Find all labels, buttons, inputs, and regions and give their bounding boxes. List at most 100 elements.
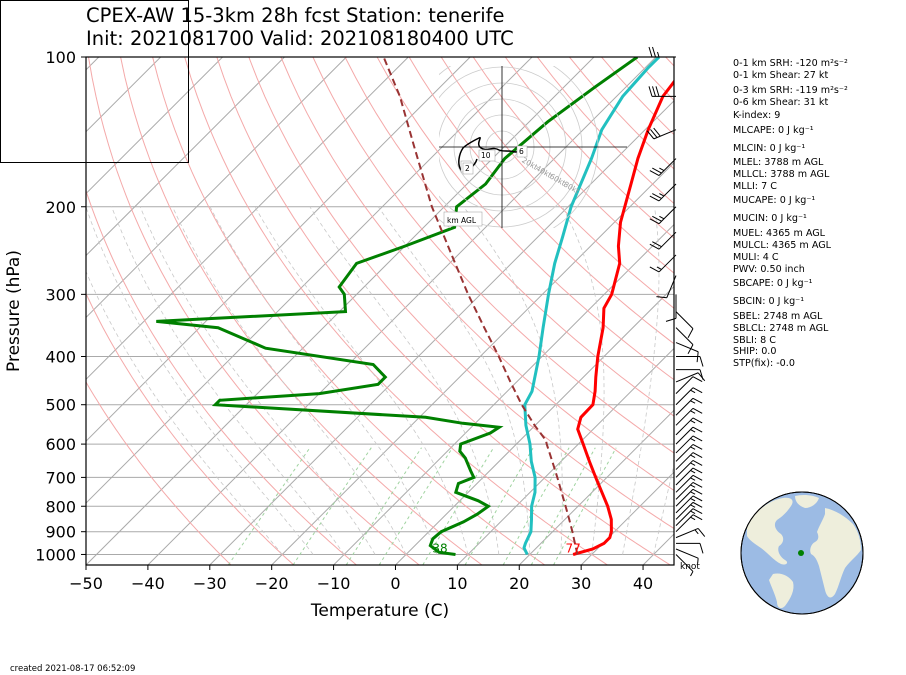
moist-adiabat-line [86,270,283,555]
hodograph-frame [0,0,189,163]
mixing-ratio-line [345,447,422,565]
isotherm-line [86,57,285,257]
wind-barb [676,356,704,367]
moist-adiabat-line [622,206,660,555]
x-tick-label: −50 [69,574,103,593]
hodograph-units-label: km AGL [447,216,477,225]
index-line: SBCIN: 0 J kg⁻¹ [733,296,805,307]
y-tick-label: 800 [45,497,76,516]
index-line: 0-1 km Shear: 27 kt [733,70,829,81]
wind-barb [675,508,703,526]
wind-barb [648,46,676,58]
wind-barb [656,275,677,299]
profile-line-0 [572,79,674,556]
hodograph: 20kt40kt60kt80kt12610km AGL [439,66,627,228]
index-line: MLLI: 7 C [733,181,777,192]
x-tick-label: −20 [255,574,289,593]
x-tick-label: 20 [509,574,529,593]
wind-barb [646,127,677,140]
surface-value-label: 77 [565,541,580,555]
profile-line-3 [382,57,579,555]
moist-adiabat-line [139,206,376,555]
y-tick-label: 200 [45,198,76,217]
wind-barb [649,254,677,273]
isotherm-line [86,57,223,195]
wind-barb [675,372,706,383]
wind-barb [675,474,703,493]
dry-adiabat-line [376,57,674,381]
wind-barb [675,426,703,445]
globe-land-greenland [795,494,819,508]
wind-barb [675,495,703,514]
index-line: MLCAPE: 0 J kg⁻¹ [733,125,814,136]
isotherm-line [395,285,674,565]
wind-barb [649,158,677,176]
station-marker [798,550,804,556]
wind-barb [649,231,677,250]
hodograph-height-label: 2 [465,164,470,173]
isotherm-line [457,347,674,565]
x-tick-label: 0 [390,574,400,593]
wind-barb [665,294,677,322]
index-line: MUCAPE: 0 J kg⁻¹ [733,195,816,206]
index-line: MUCIN: 0 J kg⁻¹ [733,213,807,224]
index-line: K-index: 9 [733,110,781,121]
dry-adiabat-line [184,57,608,565]
dry-adiabat-line [280,57,674,492]
moist-adiabat-line [377,206,531,555]
dry-adiabat-line [408,57,674,345]
index-line: SBLI: 8 C [733,335,776,346]
plot-area [86,57,674,565]
isotherm-line [86,57,533,504]
wind-barb [675,527,706,539]
y-tick-label: 1000 [35,545,76,564]
wind-barb [675,514,703,533]
y-tick-label: 100 [45,48,76,67]
index-line: SBCAPE: 0 J kg⁻¹ [733,278,813,289]
index-line: PWV: 0.50 inch [733,264,805,275]
dry-adiabat-line [86,292,295,565]
moist-adiabat-line [254,206,469,555]
y-tick-label: 400 [45,348,76,367]
dry-adiabat-line [120,57,483,565]
y-tick-label: 300 [45,285,76,304]
y-axis-label: Pressure (hPa) [4,250,24,372]
moist-adiabat-line [172,206,407,555]
wind-barb [675,376,703,394]
wind-barb [675,387,703,406]
mixing-ratio-line [378,447,453,565]
created-timestamp: created 2021-08-17 06:52:09 [10,664,136,674]
wind-barb [648,86,676,97]
isotherm-line [86,57,347,319]
chart-title-line1: CPEX-AW 15-3km 28h fcst Station: tenerif… [86,4,505,27]
moist-adiabat-line [309,206,500,555]
index-line: MULCL: 4365 m AGL [733,240,832,251]
isotherm-line [147,57,657,565]
y-tick-label: 700 [45,468,76,487]
dry-adiabat-line [472,57,674,274]
index-line: MLEL: 3788 m AGL [733,157,824,168]
mixing-ratio-line [227,447,311,565]
wind-barb [675,501,703,520]
index-line: 0-3 km SRH: -119 m²s⁻² [733,85,848,96]
index-line: SHIP: 0.0 [733,346,777,357]
globe-land-north-america [747,497,793,565]
moist-adiabat-line [562,206,605,555]
chart-title-line2: Init: 2021081700 Valid: 202108180400 UTC [86,27,514,50]
hodograph-height-label: 10 [481,151,491,160]
x-tick-label: 10 [447,574,467,593]
dry-adiabat-line [312,57,674,454]
index-line: STP(fix): -0.0 [733,358,795,369]
index-line: 0-6 km Shear: 31 kt [733,97,829,108]
x-tick-label: 40 [633,574,653,593]
dry-adiabat-line [152,57,545,565]
dry-adiabat-line [344,57,674,417]
plot-frame [85,56,675,566]
index-line: MULI: 4 C [733,252,779,263]
index-line: MLCIN: 0 J kg⁻¹ [733,143,806,154]
x-tick-label: −30 [193,574,227,593]
isotherm-line [580,471,674,565]
x-tick-label: 30 [571,574,591,593]
wind-barb [675,452,703,470]
index-line: 0-1 km SRH: -120 m²s⁻² [733,58,848,69]
